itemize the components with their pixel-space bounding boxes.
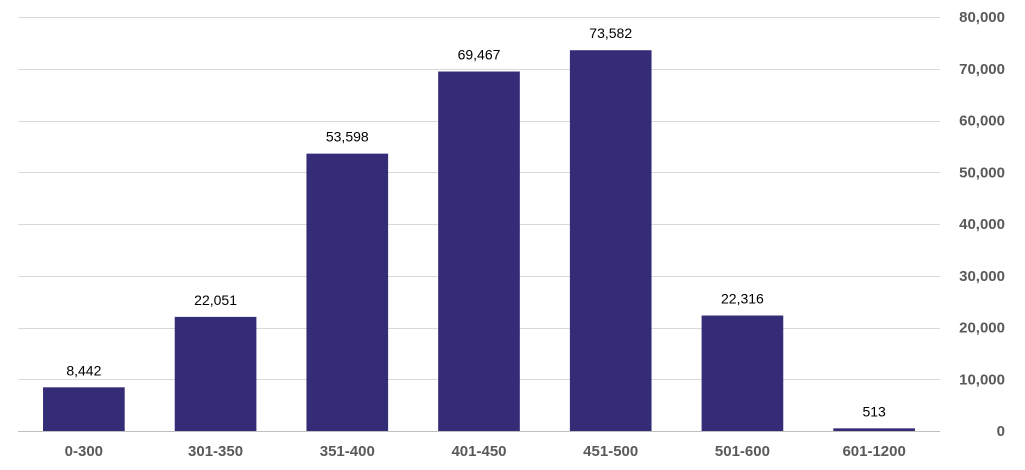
data-label: 53,598 xyxy=(326,129,369,145)
x-tick-label: 0-300 xyxy=(65,443,103,460)
bar-301-350 xyxy=(174,316,257,431)
x-tick-label: 451-500 xyxy=(583,443,638,460)
x-tick-label: 401-450 xyxy=(451,443,506,460)
data-labels: 8,442 22,051 53,598 69,467 73,582 22,316 513 xyxy=(66,25,886,419)
y-tick-label: 10,000 xyxy=(959,371,1005,388)
x-tick-label: 351-400 xyxy=(320,443,375,460)
y-tick-label: 80,000 xyxy=(959,9,1005,26)
bars xyxy=(43,50,915,432)
x-tick-label: 301-350 xyxy=(188,443,243,460)
bar-0-300 xyxy=(43,387,125,431)
bar-401-450 xyxy=(438,71,520,432)
y-tick-label: 60,000 xyxy=(959,113,1005,130)
y-axis-tick-labels: 0 10,000 20,000 30,000 40,000 50,000 60,000 70,… xyxy=(959,9,1005,440)
x-tick-label: 501-600 xyxy=(715,443,770,460)
data-label: 22,051 xyxy=(194,292,237,308)
x-tick-label: 601-1200 xyxy=(842,443,905,460)
y-tick-label: 70,000 xyxy=(959,61,1005,78)
data-label: 513 xyxy=(862,403,886,419)
y-tick-label: 30,000 xyxy=(959,268,1005,285)
y-tick-label: 0 xyxy=(997,423,1005,440)
bar-601-1200 xyxy=(833,428,915,431)
bar-451-500 xyxy=(569,50,652,432)
data-label: 8,442 xyxy=(66,362,101,378)
data-label: 22,316 xyxy=(721,291,764,307)
data-label: 73,582 xyxy=(589,25,632,41)
x-axis-tick-labels: 0-300 301-350 351-400 401-450 451-500 501-600… xyxy=(65,443,906,460)
data-label: 69,467 xyxy=(458,47,501,63)
y-tick-label: 50,000 xyxy=(959,164,1005,181)
y-tick-label: 40,000 xyxy=(959,216,1005,233)
bar-501-600 xyxy=(701,315,784,431)
y-tick-label: 20,000 xyxy=(959,320,1005,337)
bar-351-400 xyxy=(306,153,389,431)
